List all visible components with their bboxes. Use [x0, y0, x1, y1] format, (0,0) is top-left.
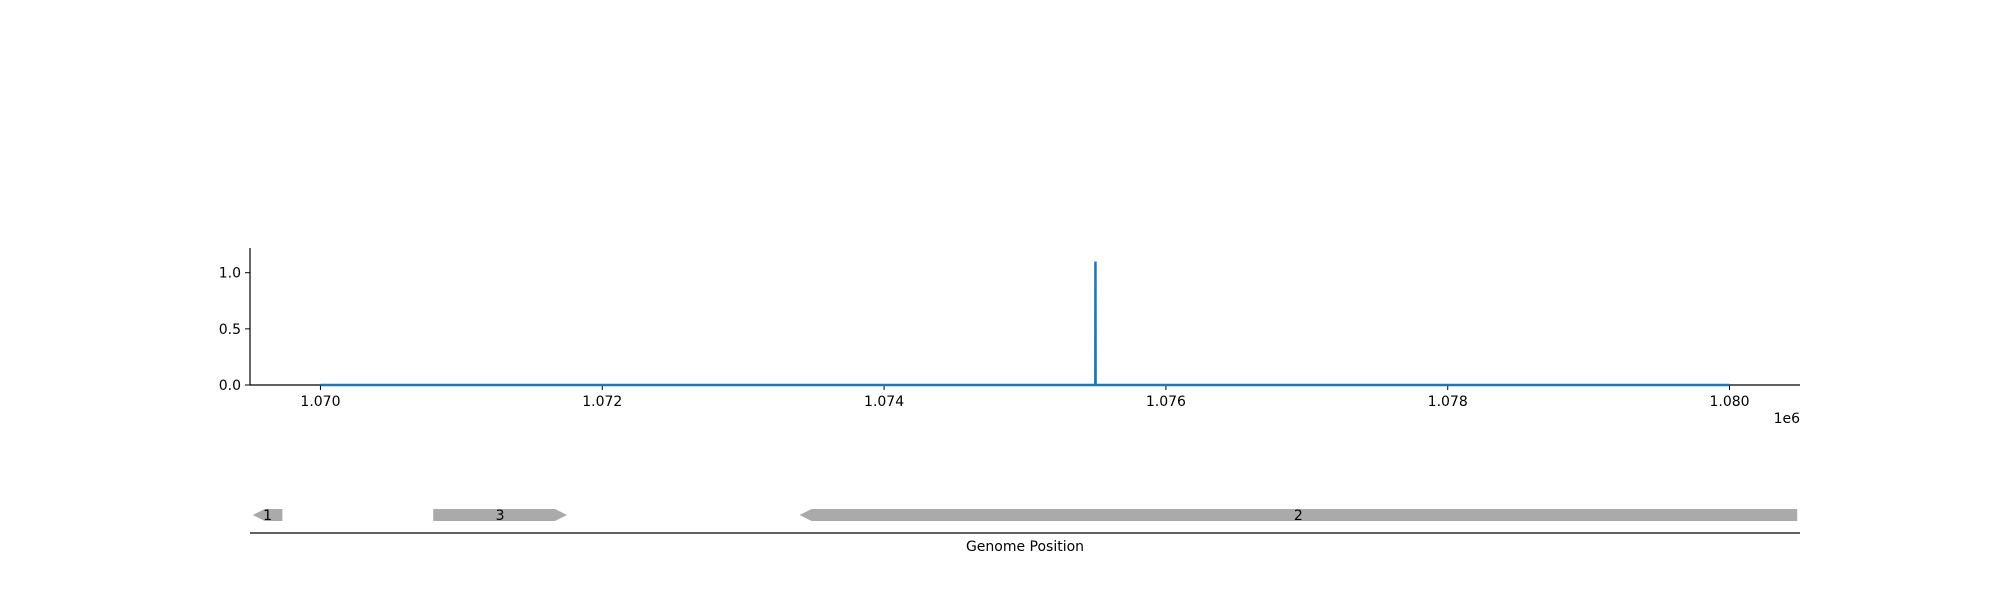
gene-arrow — [252, 509, 283, 521]
x-tick-label: 1.076 — [1146, 394, 1186, 410]
x-offset-label: 1e6 — [1774, 411, 1801, 427]
y-tick-label: 0.5 — [219, 322, 241, 338]
x-tick-label: 1.070 — [300, 394, 340, 410]
coverage-line — [320, 261, 1730, 387]
x-tick-label: 1.074 — [864, 394, 904, 410]
gene-label: 3 — [496, 508, 505, 524]
gene-arrow — [433, 509, 568, 521]
y-tick-group: 0.0 0.5 1.0 — [219, 266, 250, 394]
y-tick-label: 1.0 — [219, 266, 241, 282]
x-tick-label: 1.072 — [582, 394, 622, 410]
gene-label: 2 — [1294, 508, 1303, 524]
x-tick-label: 1.078 — [1428, 394, 1468, 410]
genes-layer: 1 3 2 — [252, 508, 1798, 524]
y-tick-label: 0.0 — [219, 378, 241, 394]
series-layer — [320, 261, 1730, 387]
x-axis-label: Genome Position — [966, 539, 1084, 555]
gene-label: 1 — [263, 508, 272, 524]
gene-arrow — [799, 509, 1798, 521]
x-tick-group: 1.070 1.072 1.074 1.076 1.078 1.080 — [300, 385, 1750, 410]
x-tick-label: 1.080 — [1709, 394, 1749, 410]
coverage-plot: 0.0 0.5 1.0 1.070 1.072 1.074 1.076 1.078 1.080… — [219, 248, 1800, 427]
gene-track: 1 3 2 Genome Position — [250, 508, 1800, 555]
